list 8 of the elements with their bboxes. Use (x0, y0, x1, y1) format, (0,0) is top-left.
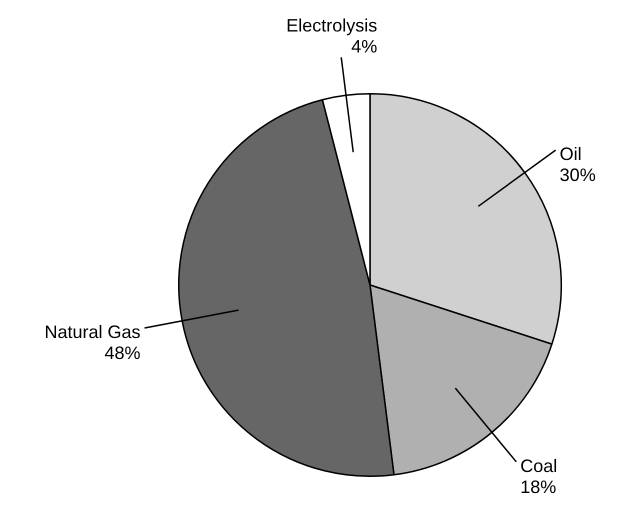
slice-label: Coal (520, 456, 558, 476)
data-label: 18% (520, 476, 556, 497)
slice-label: Natural Gas (44, 322, 141, 342)
data-label: 30% (560, 165, 596, 186)
slice-label: Oil (560, 144, 582, 164)
slice-label: Electrolysis (286, 15, 378, 36)
data-label: 4% (351, 36, 378, 56)
data-label: 48% (104, 342, 141, 363)
